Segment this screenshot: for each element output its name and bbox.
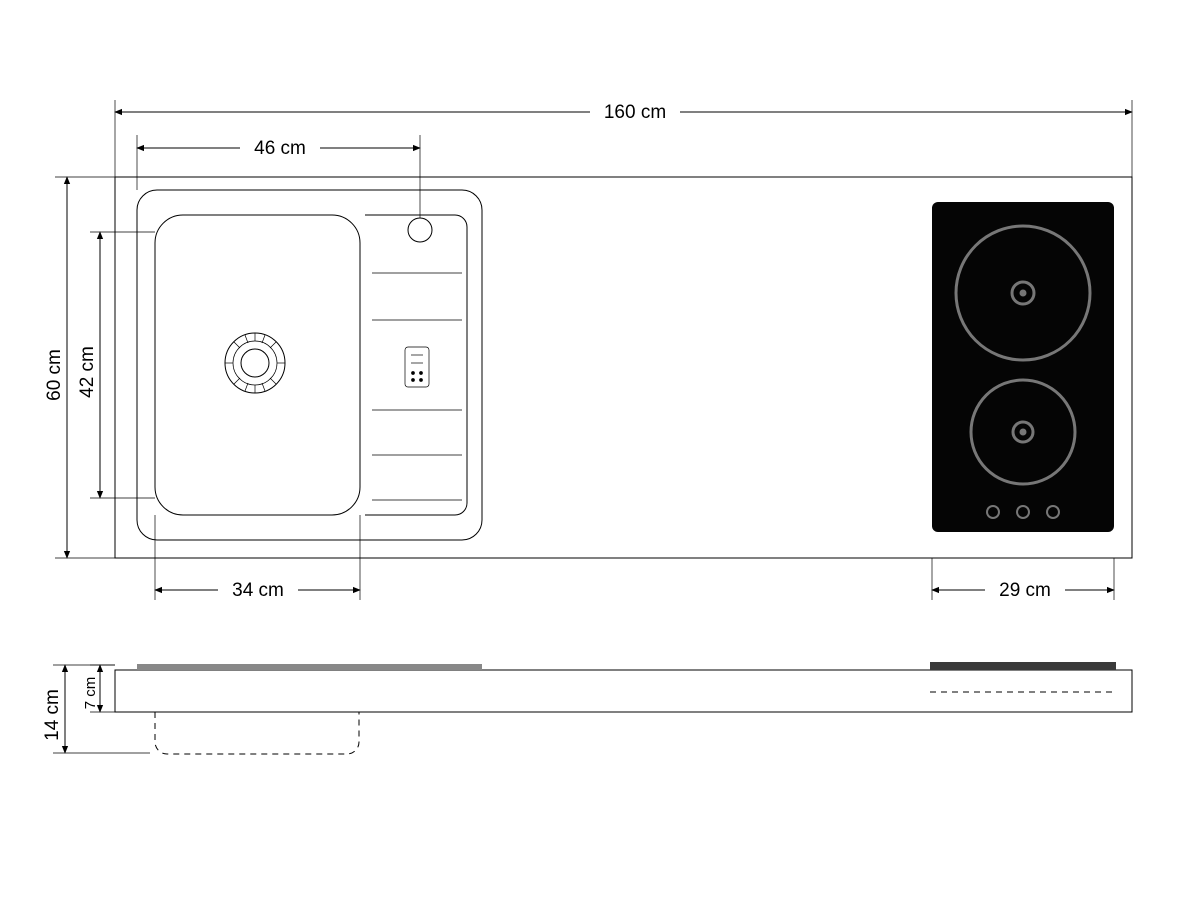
dim-basin-width-label: 34 cm bbox=[232, 580, 284, 601]
hob bbox=[932, 202, 1114, 532]
sink-basin bbox=[155, 215, 360, 515]
drawing-canvas: 160 cm 46 cm 34 cm 29 cm 60 cm 42 cm bbox=[0, 0, 1200, 900]
sink-outer bbox=[137, 190, 482, 540]
dim-sink-width: 46 cm bbox=[137, 134, 420, 218]
dim-side-7-label: 7 cm bbox=[82, 677, 99, 710]
dim-side-7: 7 cm bbox=[82, 665, 115, 712]
dim-depth-60-label: 60 cm bbox=[44, 349, 65, 401]
dim-hob-width-label: 29 cm bbox=[999, 580, 1051, 601]
drainboard-grooves bbox=[372, 273, 462, 500]
side-view bbox=[115, 662, 1132, 754]
overflow-control-icon bbox=[405, 347, 429, 387]
dim-depth-42-label: 42 cm bbox=[77, 346, 98, 398]
dim-total-width-label: 160 cm bbox=[604, 102, 666, 123]
tap-hole-icon bbox=[408, 218, 432, 242]
drain-icon bbox=[225, 333, 285, 393]
dim-side-14-label: 14 cm bbox=[42, 689, 63, 741]
dim-hob-width: 29 cm bbox=[932, 558, 1114, 602]
dim-depth-42: 42 cm bbox=[77, 232, 155, 498]
dim-sink-width-label: 46 cm bbox=[254, 138, 306, 159]
drainboard bbox=[365, 215, 467, 515]
